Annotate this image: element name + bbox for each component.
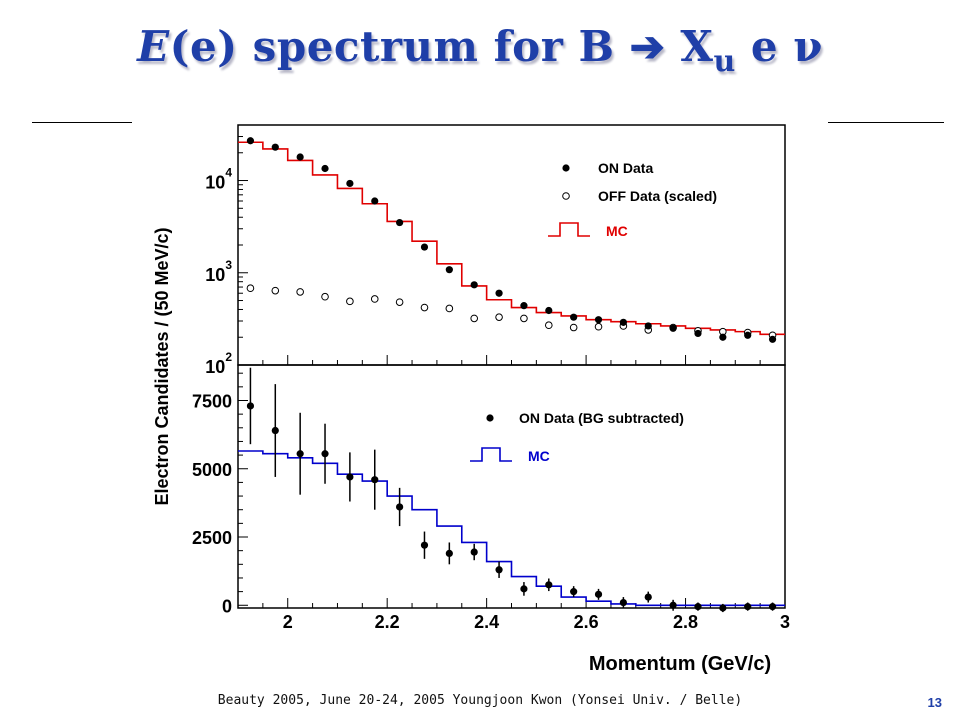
page-number: 13 bbox=[927, 695, 942, 710]
off-data-point bbox=[569, 323, 578, 332]
bg-subtracted-data-point bbox=[321, 450, 329, 458]
title-rule-left bbox=[32, 122, 132, 123]
on-data-point bbox=[396, 218, 404, 227]
bg-subtracted-data-point bbox=[271, 426, 279, 435]
off-data-point bbox=[370, 295, 379, 303]
on-data-point bbox=[246, 137, 255, 145]
off-data-point bbox=[271, 286, 280, 295]
on-data-point bbox=[594, 316, 603, 324]
legend-bg-subtracted-marker bbox=[486, 414, 494, 422]
bottom-y-tick-label: 0 bbox=[222, 596, 232, 616]
bg-subtracted-data-point bbox=[296, 450, 304, 458]
legend-mc-top-label: MC bbox=[606, 223, 628, 239]
off-data-point bbox=[594, 322, 603, 331]
bottom-y-tick-label: 7500 bbox=[192, 391, 232, 411]
on-data-point bbox=[619, 318, 627, 326]
title-italic: E bbox=[137, 22, 170, 71]
on-data-point bbox=[470, 281, 478, 289]
bg-subtracted-data-point bbox=[520, 585, 528, 593]
off-data-point bbox=[296, 288, 304, 296]
top-y-tick-label: 102 bbox=[205, 350, 232, 377]
legend-on-data-marker bbox=[562, 164, 570, 172]
on-data-point bbox=[644, 322, 652, 330]
title-x: X bbox=[665, 22, 714, 71]
bg-subtracted-data-point bbox=[246, 402, 255, 410]
slide-title: E(e) spectrum for B ➔ Xu e ν bbox=[0, 22, 960, 79]
bg-subtracted-data-point bbox=[768, 603, 777, 611]
bg-subtracted-data-point bbox=[570, 588, 578, 596]
off-data-point bbox=[445, 304, 454, 313]
off-data-point bbox=[495, 313, 503, 321]
legend-mc-bottom-marker bbox=[470, 447, 512, 462]
title-main: (e) spectrum for B bbox=[169, 22, 630, 71]
on-data-point bbox=[321, 164, 329, 173]
title-end: e ν bbox=[735, 22, 823, 71]
title-rule-right bbox=[828, 122, 944, 123]
on-data-point bbox=[445, 266, 453, 274]
top-y-tick-label: 104 bbox=[205, 166, 232, 193]
x-tick-label: 2.8 bbox=[673, 612, 698, 632]
off-data-point bbox=[395, 298, 404, 306]
footer-text: Beauty 2005, June 20-24, 2005 Youngjoon … bbox=[217, 693, 743, 708]
legend-on-data-label: ON Data bbox=[598, 160, 653, 176]
on-data-point bbox=[570, 313, 578, 321]
on-data-point bbox=[271, 143, 279, 151]
bg-subtracted-data-point bbox=[619, 598, 627, 607]
legend-off-data-marker bbox=[562, 192, 570, 200]
off-data-point bbox=[470, 314, 479, 323]
arrow-icon: ➔ bbox=[629, 22, 666, 71]
off-data-point bbox=[346, 297, 354, 306]
bg-subtracted-data-point bbox=[420, 541, 429, 549]
y-axis-label: Electron Candidates / (50 MeV/c) bbox=[152, 227, 172, 505]
bg-subtracted-data-point bbox=[644, 593, 652, 601]
bg-subtracted-data-point bbox=[545, 581, 553, 589]
bg-subtracted-data-point bbox=[396, 503, 404, 511]
title-subscript: u bbox=[713, 44, 736, 79]
x-axis-label: Momentum (GeV/c) bbox=[589, 653, 771, 675]
on-data-point bbox=[346, 179, 354, 188]
on-data-point bbox=[694, 329, 702, 338]
legend-mc-top-marker bbox=[548, 222, 590, 237]
bg-subtracted-data-point bbox=[346, 473, 354, 481]
on-data-point bbox=[495, 289, 503, 297]
bg-subtracted-data-point bbox=[445, 549, 453, 557]
mc-histogram-bottom bbox=[238, 450, 785, 607]
off-data-point bbox=[321, 292, 329, 301]
legend-off-data-label: OFF Data (scaled) bbox=[598, 188, 717, 204]
on-data-point bbox=[768, 335, 777, 343]
off-data-point bbox=[544, 321, 553, 330]
x-tick-label: 2.6 bbox=[574, 612, 599, 632]
legend-bg-subtracted-label: ON Data (BG subtracted) bbox=[519, 410, 684, 426]
on-data-point bbox=[669, 324, 677, 332]
x-tick-label: 2 bbox=[283, 612, 293, 632]
bg-subtracted-data-point bbox=[371, 476, 379, 484]
bottom-y-tick-label: 5000 bbox=[192, 460, 232, 480]
bg-subtracted-data-point bbox=[694, 603, 702, 611]
x-tick-label: 2.4 bbox=[474, 612, 499, 632]
on-data-point bbox=[545, 306, 553, 315]
bg-subtracted-data-point bbox=[669, 601, 677, 609]
on-data-point bbox=[719, 333, 727, 341]
on-data-point bbox=[420, 243, 429, 251]
bg-subtracted-data-point bbox=[744, 603, 752, 611]
off-data-point bbox=[520, 314, 528, 323]
x-tick-label: 3 bbox=[780, 612, 790, 632]
bg-subtracted-data-point bbox=[719, 604, 727, 612]
off-data-point bbox=[420, 303, 429, 312]
on-data-point bbox=[296, 153, 304, 161]
top-y-tick-label: 103 bbox=[205, 258, 232, 285]
on-data-point bbox=[371, 197, 379, 205]
mc-histogram-top bbox=[238, 141, 785, 336]
on-data-point bbox=[520, 302, 528, 310]
bg-subtracted-data-point bbox=[470, 548, 478, 556]
bg-subtracted-data-point bbox=[495, 566, 503, 574]
off-data-point bbox=[246, 284, 255, 293]
on-data-point bbox=[744, 331, 752, 339]
bottom-y-tick-label: 2500 bbox=[192, 528, 232, 548]
x-tick-label: 2.2 bbox=[375, 612, 400, 632]
bg-subtracted-data-point bbox=[594, 590, 603, 598]
legend-mc-bottom-label: MC bbox=[528, 448, 550, 464]
